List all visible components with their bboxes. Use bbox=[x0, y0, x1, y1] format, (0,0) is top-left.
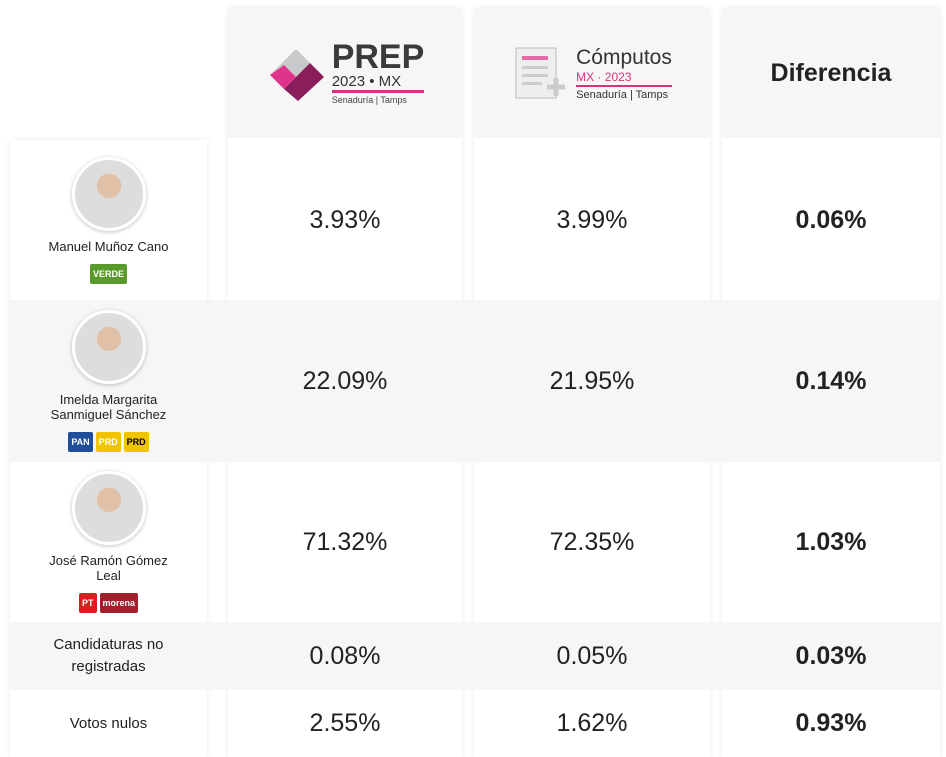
party-logos: PAN PRD PRD bbox=[68, 432, 149, 452]
computos-logo-icon bbox=[515, 47, 566, 99]
computos-title: Cómputos bbox=[576, 45, 672, 69]
party-logo: VERDE bbox=[89, 263, 127, 284]
prep-title: PREP bbox=[331, 38, 425, 76]
diferencia-value: 0.93% bbox=[795, 709, 867, 737]
diferencia-value: 0.14% bbox=[795, 366, 867, 395]
table-row: Votos nulos 2.55% 1.62% 0.93% bbox=[10, 690, 940, 757]
candidate-name: Candidaturas no registradas bbox=[53, 636, 164, 675]
prep-value: 71.32% bbox=[302, 527, 388, 556]
prep-subtitle: 2023 • MX bbox=[331, 73, 425, 93]
candidate-photo bbox=[71, 471, 146, 545]
computos-value: 72.35% bbox=[549, 527, 635, 556]
computos-subtitle: MX · 2023 bbox=[576, 70, 672, 87]
prep-value: 0.08% bbox=[309, 641, 381, 670]
party-logos: PT morena bbox=[78, 593, 139, 613]
party-logo: morena bbox=[99, 593, 139, 613]
party-logo: PAN bbox=[68, 432, 93, 452]
party-logo: PRD bbox=[95, 432, 121, 452]
computos-caption: Senaduría | Tamps bbox=[576, 88, 669, 101]
candidate-photo bbox=[71, 156, 146, 231]
computos-value: 3.99% bbox=[556, 205, 628, 234]
party-logo: PRD bbox=[123, 432, 149, 452]
prep-logo-icon bbox=[269, 49, 324, 101]
candidate-cell: Manuel Muñoz Cano VERDE bbox=[10, 140, 207, 300]
candidate-cell: Candidaturas no registradas bbox=[10, 622, 207, 690]
prep-header: PREP 2023 • MX Senaduría | Tamps bbox=[228, 8, 462, 138]
table-row: Candidaturas no registradas 0.08% 0.05% 0.0… bbox=[10, 622, 940, 690]
candidate-name: José Ramón Gómez Leal bbox=[49, 553, 168, 583]
diferencia-value: 0.03% bbox=[795, 641, 867, 670]
party-logo: PT bbox=[78, 593, 97, 613]
party-logos: VERDE bbox=[89, 263, 127, 284]
candidate-name: Manuel Muñoz Cano bbox=[48, 238, 169, 254]
candidate-photo bbox=[71, 310, 146, 384]
diferencia-value: 1.03% bbox=[795, 527, 867, 556]
prep-value: 2.55% bbox=[309, 709, 381, 737]
candidate-cell: Imelda Margarita Sanmiguel Sánchez PAN PRD… bbox=[10, 300, 207, 462]
computos-header: Cómputos MX · 2023 Senaduría | Tamps bbox=[474, 8, 710, 138]
computos-value: 0.05% bbox=[556, 641, 628, 670]
table-row: José Ramón Gómez Leal PT morena 71.32% 72.35… bbox=[10, 462, 940, 622]
candidate-cell: José Ramón Gómez Leal PT morena bbox=[10, 462, 207, 622]
diferencia-header: Diferencia bbox=[722, 8, 940, 138]
table-row: Imelda Margarita Sanmiguel Sánchez PAN PRD… bbox=[10, 300, 940, 462]
diferencia-value: 0.06% bbox=[795, 205, 867, 234]
prep-value: 3.93% bbox=[309, 205, 381, 234]
computos-value: 1.62% bbox=[556, 709, 628, 737]
table-row: Manuel Muñoz Cano VERDE 3.93% 3.99% 0.06% bbox=[10, 140, 940, 300]
prep-caption: Senaduría | Tamps bbox=[331, 95, 407, 105]
candidate-cell: Votos nulos bbox=[10, 690, 207, 757]
computos-value: 21.95% bbox=[549, 366, 635, 395]
prep-value: 22.09% bbox=[302, 366, 388, 395]
candidate-name: Imelda Margarita Sanmiguel Sánchez bbox=[50, 392, 167, 422]
candidate-name: Votos nulos bbox=[69, 714, 148, 732]
